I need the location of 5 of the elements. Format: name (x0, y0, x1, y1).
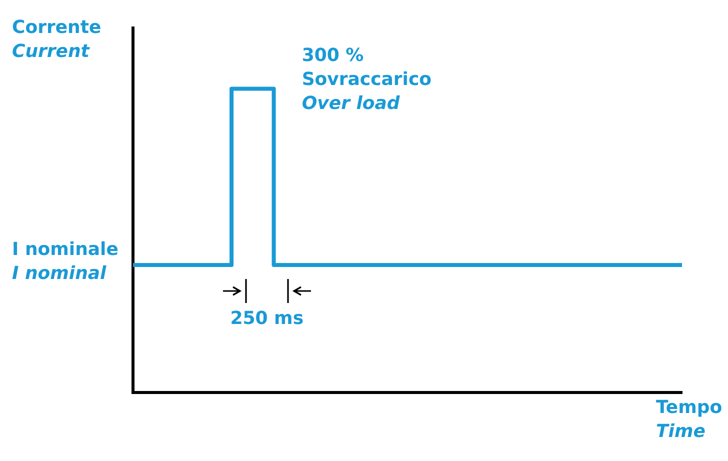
x-axis-title: Tempo Time (656, 396, 722, 444)
y-axis-title: Corrente Current (12, 16, 102, 64)
annotation: 300 % Sovraccarico Over load (302, 44, 432, 116)
text: I nominale I nominal (12, 238, 118, 286)
annotation: 250 ms (230, 306, 304, 331)
